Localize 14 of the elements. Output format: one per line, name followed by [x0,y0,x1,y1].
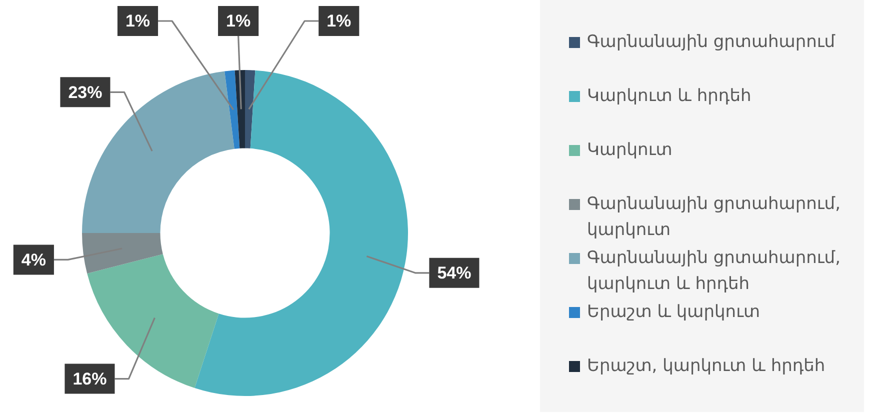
data-label: 23% [68,82,102,102]
legend-label: Գարնանային ցրտահարում, կարկուտ [587,193,842,242]
data-label: 54% [437,264,472,283]
data-label: 16% [72,369,107,388]
data-label: 1% [226,12,251,31]
data-label: 1% [125,12,150,31]
legend-label: Կարկուտ [587,139,674,162]
legend-label: Երաշտ և կարկուտ [587,301,762,324]
legend-label: Գարնանային ցրտահարում, կարկուտ և հրդեհ [587,247,842,296]
legend-label: Երաշտ, կարկուտ և հրդեհ [587,355,826,378]
data-label: 4% [21,250,46,270]
data-label: 1% [326,12,352,31]
legend-label: Կարկուտ և հրդեհ [587,85,752,108]
legend-label: Գարնանային ցրտահարում [587,31,836,54]
